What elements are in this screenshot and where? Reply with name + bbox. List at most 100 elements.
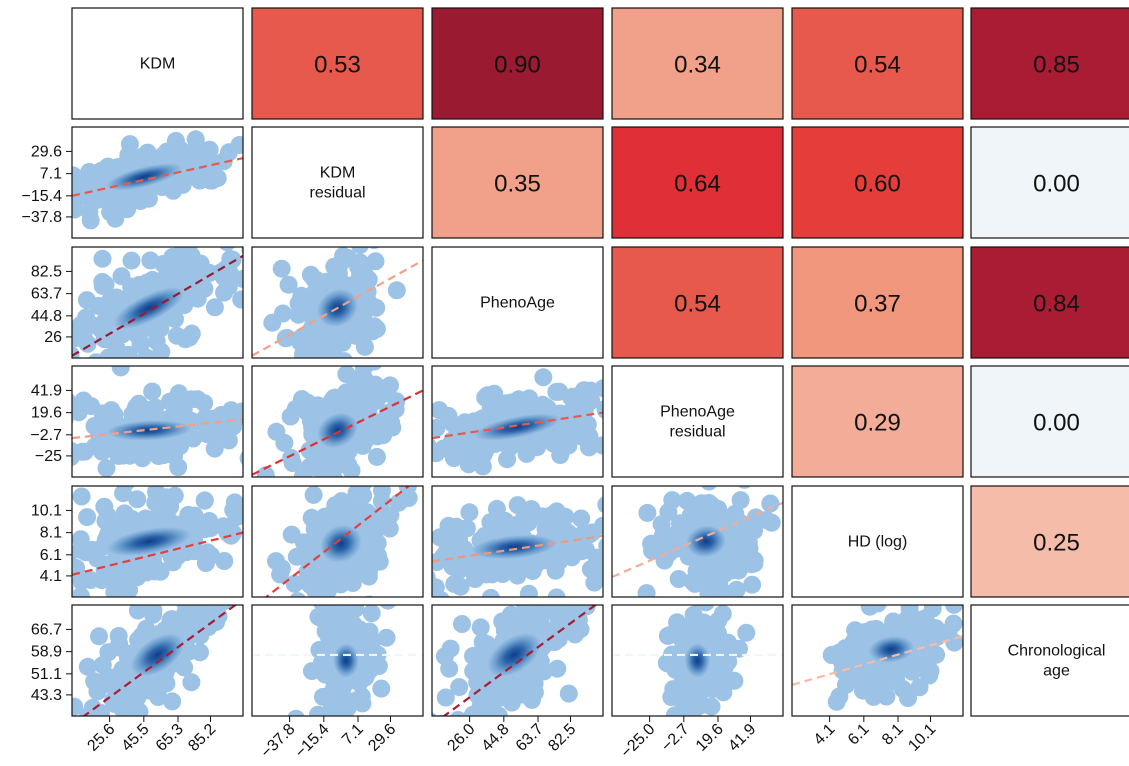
- x-tick-label: −2.7: [658, 721, 692, 755]
- scatter-panel: [71, 365, 244, 478]
- data-point: [582, 391, 601, 410]
- correlation-cell: 0.84: [970, 246, 1129, 359]
- y-tick-label: 43.3: [31, 687, 62, 704]
- data-point: [559, 523, 578, 542]
- data-point: [207, 612, 226, 631]
- density-core: [320, 524, 362, 563]
- x-tick-label: 26.0: [444, 721, 478, 755]
- data-point: [678, 491, 696, 510]
- data-point: [920, 666, 939, 685]
- data-point: [285, 574, 304, 593]
- correlation-fill: [611, 126, 784, 239]
- scatter-panel: [251, 246, 424, 359]
- density-core: [471, 534, 558, 560]
- panel-frame: [71, 604, 244, 717]
- data-point: [470, 647, 489, 666]
- panel-frame: [71, 7, 244, 120]
- data-point: [432, 578, 445, 597]
- y-tick-label: 41.9: [31, 382, 62, 399]
- x-tick-label: 6.1: [845, 721, 873, 749]
- correlation-fill: [970, 126, 1129, 239]
- data-point: [481, 588, 500, 597]
- data-point: [598, 537, 603, 554]
- data-point: [366, 252, 385, 271]
- data-point: [725, 671, 744, 690]
- data-point: [383, 418, 402, 437]
- data-point: [129, 152, 148, 171]
- scatter-panel: [431, 365, 604, 478]
- data-point: [96, 275, 115, 294]
- data-point: [98, 506, 117, 525]
- panel-frame: [970, 604, 1129, 717]
- data-point: [581, 560, 600, 579]
- data-point: [359, 270, 378, 289]
- data-point: [164, 553, 183, 572]
- data-point: [298, 398, 317, 417]
- data-point: [449, 711, 467, 716]
- data-point: [175, 390, 194, 409]
- scatter-panel: [791, 604, 964, 717]
- data-point: [205, 298, 224, 317]
- data-point: [331, 327, 350, 346]
- data-point: [740, 539, 759, 558]
- data-point: [1, 522, 19, 540]
- data-point: [637, 584, 656, 597]
- data-point: [351, 247, 369, 255]
- panel-frame: [611, 604, 784, 717]
- diagonal-panel: PhenoAge residual: [611, 365, 784, 478]
- y-tick-label: 19.6: [31, 405, 62, 422]
- scatter-panel: [251, 485, 424, 598]
- data-point: [464, 705, 482, 716]
- data-point: [497, 677, 516, 696]
- variable-label: KDM: [140, 56, 176, 73]
- scatter-panel: [71, 126, 244, 239]
- y-tick-label: −15.4: [22, 188, 63, 205]
- data-point: [745, 521, 763, 540]
- correlation-cell: 0.53: [251, 7, 424, 120]
- data-point: [698, 618, 717, 637]
- data-point: [93, 675, 112, 693]
- data-point: [295, 328, 314, 347]
- x-tick-label: 44.8: [479, 721, 513, 755]
- data-point: [694, 561, 713, 580]
- data-point: [436, 688, 455, 707]
- data-point: [279, 275, 298, 294]
- data-point: [559, 436, 578, 455]
- data-point: [847, 640, 866, 659]
- correlation-fill: [791, 126, 964, 239]
- data-point: [356, 634, 375, 653]
- data-point: [232, 290, 243, 309]
- panel-frame: [251, 604, 424, 717]
- scatter-panel: [611, 485, 784, 598]
- data-point: [580, 525, 599, 544]
- data-point: [398, 486, 417, 496]
- correlation-cell: 0.54: [791, 7, 964, 120]
- data-point: [669, 570, 688, 588]
- data-point: [523, 562, 542, 580]
- variable-label: PhenoAge residual: [660, 404, 735, 441]
- data-point: [267, 422, 286, 441]
- data-point: [339, 442, 358, 461]
- data-point: [714, 683, 733, 702]
- data-point: [111, 366, 130, 377]
- variable-label: Chronological age: [1008, 643, 1106, 680]
- data-point: [357, 424, 376, 443]
- scatter-panel: [431, 485, 604, 598]
- correlation-cell: 0.29: [791, 365, 964, 478]
- density-core: [130, 633, 185, 677]
- panel-frame: [791, 604, 964, 717]
- data-point: [729, 561, 748, 580]
- panel-frame: [611, 365, 784, 478]
- correlation-fill: [970, 7, 1129, 120]
- correlation-fill: [611, 7, 784, 120]
- data-point: [564, 607, 583, 626]
- correlation-cell: 0.90: [431, 7, 604, 120]
- data-point: [304, 486, 323, 504]
- data-point: [533, 507, 551, 526]
- x-tick-label: 8.1: [879, 721, 907, 749]
- data-point: [223, 250, 242, 269]
- data-point: [127, 398, 145, 417]
- data-point: [351, 396, 370, 415]
- data-point: [714, 565, 733, 584]
- x-tick-label: 41.9: [725, 721, 759, 755]
